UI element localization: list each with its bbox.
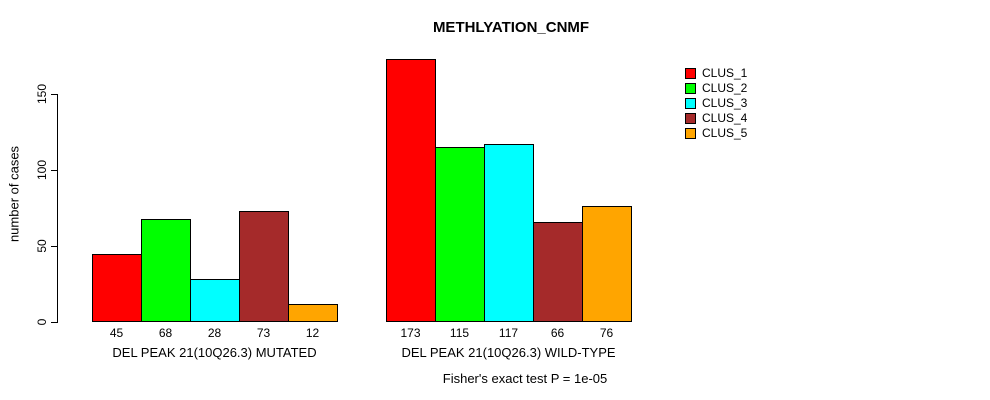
- bar-value-label: 115: [449, 326, 470, 340]
- legend-swatch-clus_1: [685, 68, 696, 79]
- bar-clus_4: [239, 211, 289, 322]
- bar-clus_5: [288, 304, 338, 322]
- y-axis-tick: [51, 94, 57, 95]
- y-axis-tick: [51, 170, 57, 171]
- bar-value-label: 76: [599, 326, 614, 340]
- bar-value-label: 28: [207, 326, 222, 340]
- chart-title: METHLYATION_CNMF: [432, 19, 590, 36]
- legend-swatch-clus_2: [685, 83, 696, 94]
- bar-clus_1: [92, 254, 142, 322]
- fisher-test-caption: Fisher's exact test P = 1e-05: [442, 371, 608, 386]
- legend-label-clus_1: CLUS_1: [702, 66, 748, 80]
- bar-value-label: 173: [400, 326, 421, 340]
- bar-clus_3: [484, 144, 534, 322]
- y-axis-tick: [51, 322, 57, 323]
- group-axis-label: DEL PEAK 21(10Q26.3) WILD-TYPE: [401, 345, 616, 360]
- legend-label-clus_5: CLUS_5: [702, 126, 748, 140]
- bar-value-label: 45: [109, 326, 124, 340]
- legend-label-clus_4: CLUS_4: [702, 111, 748, 125]
- bar-value-label: 73: [256, 326, 271, 340]
- bar-value-label: 12: [305, 326, 320, 340]
- y-axis-tick: [51, 246, 57, 247]
- legend-swatch-clus_4: [685, 113, 696, 124]
- bar-value-label: 66: [550, 326, 565, 340]
- bar-clus_2: [141, 219, 191, 322]
- bar-clus_3: [190, 279, 240, 322]
- legend-swatch-clus_3: [685, 98, 696, 109]
- legend-label-clus_3: CLUS_3: [702, 96, 748, 110]
- legend-swatch-clus_5: [685, 128, 696, 139]
- bar-clus_4: [533, 222, 583, 322]
- bar-clus_5: [582, 206, 632, 322]
- bar-clus_1: [386, 59, 436, 322]
- group-axis-label: DEL PEAK 21(10Q26.3) MUTATED: [112, 345, 317, 360]
- legend-label-clus_2: CLUS_2: [702, 81, 748, 95]
- bar-value-label: 68: [158, 326, 173, 340]
- y-axis-line: [57, 94, 58, 323]
- bar-value-label: 117: [498, 326, 519, 340]
